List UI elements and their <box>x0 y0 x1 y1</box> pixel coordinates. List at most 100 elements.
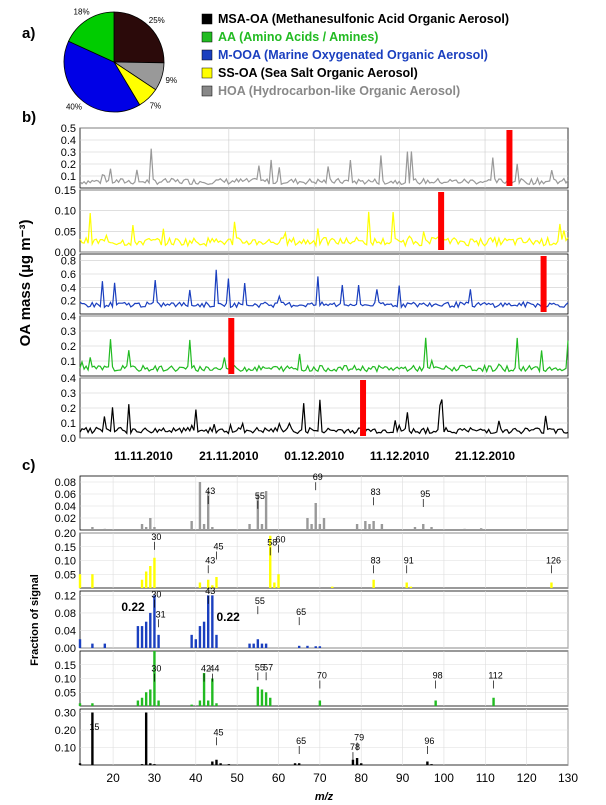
y-tick-label: 0.00 <box>55 247 76 259</box>
peak-label-55: 55 <box>255 491 265 501</box>
y-tick-label: 0.05 <box>55 569 76 581</box>
bar-mz-12 <box>78 703 82 706</box>
bar-mz-30 <box>153 764 156 765</box>
axis-label-fraction: Fraction of signal <box>29 574 41 666</box>
bar-mz-92 <box>409 586 413 588</box>
axis-label-oa-mass: OA mass (µg m⁻³) <box>17 220 34 347</box>
y-tick-label: 0.04 <box>55 625 76 637</box>
peak-label-91: 91 <box>404 555 414 565</box>
bar-mz-28 <box>144 571 148 588</box>
y-tick-label: 0.4 <box>61 135 76 147</box>
y-tick-label: 0.1 <box>61 356 76 368</box>
legend-label-0: MSA-OA (Methanesulfonic Acid Organic Aer… <box>218 12 509 26</box>
y-tick-label: 0.2 <box>61 403 76 415</box>
x-tick-label-date: 21.12.2010 <box>455 449 515 463</box>
spectrum-panel-M-OOA: 0.12 0.08 0.04 0.00 30 31 43 55 65 0.22 0.22 <box>55 586 569 655</box>
y-tick-label: 0.2 <box>61 341 76 353</box>
x-tick-label-date: 01.12.2010 <box>284 449 344 463</box>
bar-mz-29 <box>149 763 152 765</box>
peak-label-57: 57 <box>263 662 273 672</box>
bar-mz-12 <box>78 639 82 648</box>
bar-mz-15 <box>91 703 94 706</box>
bar-mz-65 <box>297 645 301 648</box>
pie-label-1: 9% <box>166 76 178 85</box>
y-tick-label: 0.8 <box>61 256 76 268</box>
bar-mz-30 <box>153 557 156 588</box>
bar-mz-69 <box>314 503 317 530</box>
bar-mz-55 <box>256 686 260 706</box>
y-tick-label: 0.10 <box>55 674 76 686</box>
timeseries-panel-AA: 0.4 0.3 0.2 0.1 <box>61 311 569 377</box>
peak-label-44: 44 <box>209 664 219 674</box>
legend-swatch-4 <box>201 85 213 97</box>
y-tick-label: 0.00 <box>55 643 76 655</box>
bar-mz-40 <box>194 639 197 648</box>
legend-label-3: SS-OA (Sea Salt Organic Aerosol) <box>218 66 418 80</box>
bar-mz-97 <box>430 764 433 765</box>
timeseries-panel-MSA-OA: 0.4 0.3 0.2 0.1 0.0 <box>61 373 569 445</box>
peak-label-45: 45 <box>213 727 223 737</box>
panel-label-b: b) <box>22 109 36 126</box>
bar-mz-42 <box>202 621 206 648</box>
panel-frame <box>79 127 569 189</box>
bar-mz-42 <box>202 673 206 706</box>
pie-label-2: 7% <box>150 101 162 110</box>
legend-swatch-3 <box>201 67 213 79</box>
peak-label-43: 43 <box>205 586 215 596</box>
peak-label-83: 83 <box>371 487 381 497</box>
bar-mz-26 <box>136 700 140 706</box>
bar-mz-55 <box>256 639 260 648</box>
y-tick-label: 0.1 <box>61 418 76 430</box>
bar-mz-28 <box>144 692 148 706</box>
series-line-SS-OA <box>79 211 569 248</box>
series-line-HOA <box>79 148 569 186</box>
bar-mz-97 <box>430 527 433 530</box>
bar-mz-73 <box>331 586 334 588</box>
y-tick-label: 0.15 <box>55 542 76 554</box>
panel-frame <box>79 708 569 766</box>
legend-swatch-0 <box>201 13 213 25</box>
bar-mz-29 <box>149 566 152 588</box>
x-tick-label-mz: 60 <box>272 771 286 785</box>
y-tick-label: 0.3 <box>61 326 76 338</box>
pie-slice-0 <box>113 11 165 64</box>
bar-mz-27 <box>140 524 144 530</box>
x-tick-label-mz: 70 <box>313 771 327 785</box>
bar-mz-46 <box>219 763 222 765</box>
bar-mz-26 <box>136 626 140 648</box>
bar-mz-85 <box>380 524 384 530</box>
y-tick-label: 0.20 <box>55 725 76 737</box>
y-tick-label: 0.20 <box>55 528 76 540</box>
x-tick-label-mz: 50 <box>230 771 244 785</box>
bar-mz-83 <box>372 579 375 588</box>
bar-mz-59 <box>273 582 276 588</box>
bar-mz-126 <box>550 582 553 588</box>
bar-mz-31 <box>157 634 160 648</box>
bar-mz-71 <box>322 518 326 530</box>
y-tick-label: 0.4 <box>61 282 76 294</box>
peak-label-69: 69 <box>313 472 323 482</box>
peak-label-58: 58 <box>267 537 277 547</box>
legend-swatch-2 <box>201 49 213 61</box>
bar-mz-15 <box>91 527 94 530</box>
bar-mz-67 <box>306 518 309 530</box>
x-tick-label-mz: 90 <box>396 771 410 785</box>
peak-label-55: 55 <box>255 662 265 672</box>
bar-mz-41 <box>198 700 202 706</box>
bar-mz-105 <box>463 528 466 530</box>
bar-mz-112 <box>492 697 495 706</box>
bar-mz-67 <box>306 645 309 648</box>
bar-mz-55 <box>256 494 260 530</box>
peak-label-78: 78 <box>350 742 360 752</box>
bar-mz-56 <box>260 643 264 648</box>
y-tick-label: 0.1 <box>61 171 76 183</box>
y-tick-label: 0.0 <box>61 433 76 445</box>
bar-mz-60 <box>277 574 280 588</box>
panel-frame <box>79 590 569 649</box>
bar-mz-45 <box>215 577 218 588</box>
legend-swatch-1 <box>201 31 213 43</box>
bar-mz-15 <box>91 574 94 588</box>
